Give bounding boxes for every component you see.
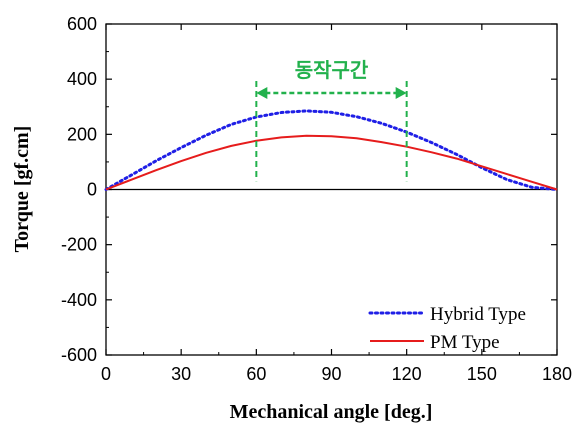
x-tick-label: 0 bbox=[101, 364, 111, 384]
y-tick-label: -200 bbox=[61, 235, 97, 255]
range-arrow-left-head bbox=[256, 86, 268, 99]
ticks-layer: -600 -400 -200 0 200 400 600 0 30 60 90 120 150 180 bbox=[61, 14, 572, 384]
legend-label-pm: PM Type bbox=[430, 332, 500, 353]
legend: Hybrid Type PM Type bbox=[368, 304, 526, 353]
y-tick-label: 200 bbox=[67, 124, 97, 144]
y-tick-label: -400 bbox=[61, 290, 97, 310]
x-tick-label: 120 bbox=[392, 364, 422, 384]
series-line-hybrid bbox=[104, 109, 559, 191]
x-axis-title: Mechanical angle [deg.] bbox=[230, 401, 433, 423]
x-tick-label: 60 bbox=[246, 364, 266, 384]
range-annotation-label: 동작구간 bbox=[295, 58, 369, 82]
x-tick-label: 180 bbox=[542, 364, 572, 384]
y-tick-label: 400 bbox=[67, 69, 97, 89]
y-tick-label: 600 bbox=[67, 14, 97, 34]
x-tick-label: 90 bbox=[321, 364, 341, 384]
x-tick-label: 30 bbox=[171, 364, 191, 384]
series-layer bbox=[104, 109, 559, 191]
legend-label-hybrid: Hybrid Type bbox=[430, 304, 526, 325]
y-tick-label: 0 bbox=[87, 180, 97, 200]
annotation-layer: 동작구간 bbox=[255, 58, 408, 182]
range-arrow-right-head bbox=[395, 86, 407, 99]
x-tick-label: 150 bbox=[467, 364, 497, 384]
series-line-pm bbox=[105, 134, 558, 191]
y-axis-title: Torque [gf.cm] bbox=[11, 126, 33, 253]
y-tick-label: -600 bbox=[61, 345, 97, 365]
